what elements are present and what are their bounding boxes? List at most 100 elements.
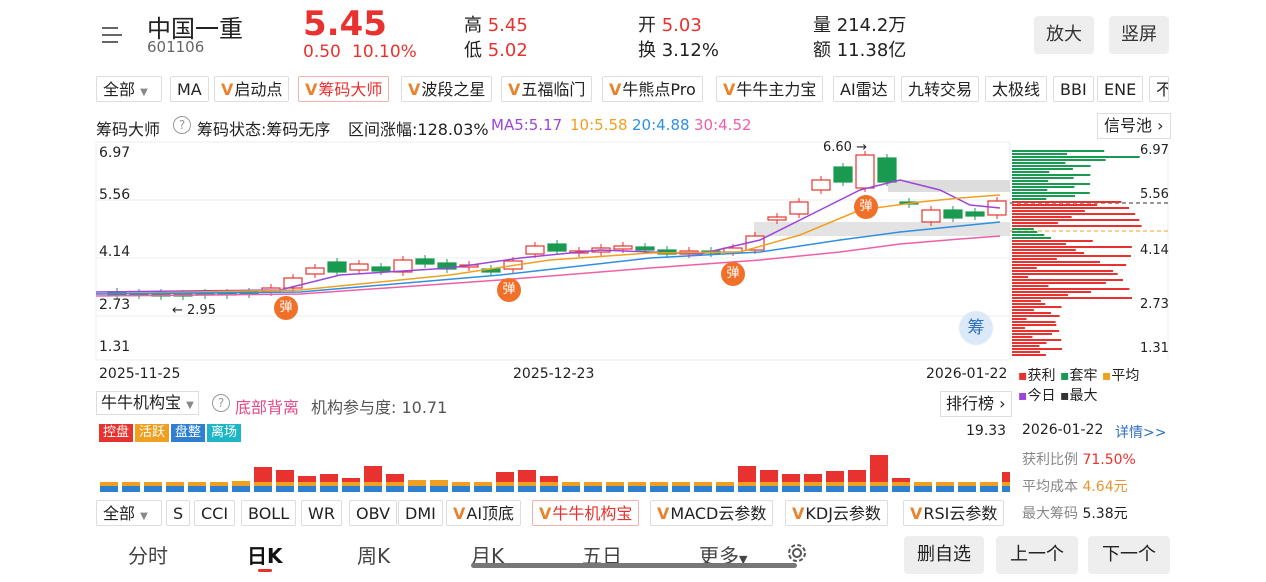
chip-bar xyxy=(1012,288,1130,290)
ma-line-2 xyxy=(95,221,1001,295)
tab-ai-radar[interactable]: AI雷达 xyxy=(833,76,895,102)
previous-stock-button[interactable]: 上一个 xyxy=(996,536,1078,574)
tab-intraday[interactable]: 分时 xyxy=(128,544,168,568)
institution-bar-base xyxy=(738,486,756,492)
chip-bar xyxy=(1012,165,1091,167)
institution-bar-mid xyxy=(144,482,162,486)
institution-bar-base xyxy=(210,486,228,492)
tab-wr[interactable]: WR xyxy=(301,500,342,526)
chip-bar xyxy=(1012,342,1047,344)
rank-button[interactable]: 排行榜 › xyxy=(940,391,1012,417)
institution-bar-mid xyxy=(804,482,822,486)
tab-qidongdian[interactable]: V启动点 xyxy=(214,76,290,102)
tab-cci[interactable]: CCI xyxy=(194,500,236,526)
menu-icon[interactable] xyxy=(100,24,124,46)
range-change: 区间涨幅:128.03% xyxy=(348,116,489,140)
right-tick: 5.56 xyxy=(1140,187,1169,202)
chip-bar xyxy=(1012,162,1066,164)
detail-link[interactable]: 详情>> xyxy=(1115,425,1167,441)
tab-label: 牛牛机构宝 xyxy=(552,504,633,523)
ma-line-3 xyxy=(95,235,1001,297)
high-label: 高 xyxy=(464,15,482,36)
bounce-signal[interactable]: 弹 xyxy=(721,262,745,286)
chip-bar xyxy=(1012,333,1052,335)
tab-weekly-k[interactable]: 周K xyxy=(357,544,391,568)
sub-indicator-select[interactable]: 牛牛机构宝 ▼ xyxy=(96,391,199,415)
v-icon: V xyxy=(305,80,318,99)
chip-bar xyxy=(1012,285,1049,287)
chip-bar xyxy=(1012,312,1051,314)
institution-bar-mid xyxy=(958,482,976,486)
chip-distribution xyxy=(1012,150,1142,356)
ma10-value: 10:5.58 xyxy=(570,116,628,134)
tab-daily-k[interactable]: 日K xyxy=(247,544,283,568)
zoom-button[interactable]: 放大 xyxy=(1034,16,1094,54)
institution-bar-base xyxy=(628,486,646,492)
tab-jiuzhuan[interactable]: 九转交易 xyxy=(901,76,980,102)
institution-bar-base xyxy=(144,486,162,492)
turnover-row: 换 3.12% xyxy=(638,36,719,62)
tab-niuxiong[interactable]: V牛熊点Pro xyxy=(602,76,703,102)
tab-boll[interactable]: BOLL xyxy=(241,500,297,526)
institution-bar-base xyxy=(518,486,536,492)
kline-chart[interactable] xyxy=(0,140,1266,390)
help-icon[interactable]: ? xyxy=(173,116,191,134)
tab-dmi[interactable]: DMI xyxy=(398,500,443,526)
tab-label: 牛熊点Pro xyxy=(622,80,696,99)
tab-chouma-dashi[interactable]: V筹码大师 xyxy=(298,76,390,102)
tab-s[interactable]: S xyxy=(166,500,191,526)
institution-bar-base xyxy=(562,486,580,492)
institution-bar-mid xyxy=(232,482,250,486)
chip-bar xyxy=(1012,240,1093,242)
institution-bar-mid xyxy=(518,482,536,486)
remove-favorite-button[interactable]: 删自选 xyxy=(904,536,984,574)
signal-pool-button[interactable]: 信号池 › xyxy=(1097,113,1171,139)
tab-rsi-cloud[interactable]: VRSI云参数 xyxy=(903,500,1005,526)
settings-icon[interactable] xyxy=(786,542,808,564)
chip-bar xyxy=(1012,318,1027,320)
chip-bar xyxy=(1012,252,1085,254)
institution-bar-base xyxy=(452,486,470,492)
tab-taiji[interactable]: 太极线 xyxy=(985,76,1048,102)
next-stock-button[interactable]: 下一个 xyxy=(1088,536,1170,574)
institution-bar-mid xyxy=(364,482,382,486)
bounce-signal[interactable]: 弹 xyxy=(274,296,298,320)
tab-obv[interactable]: OBV xyxy=(349,500,398,526)
institution-bar-base xyxy=(298,486,316,492)
bottom-all-dropdown[interactable]: 全部 ▼ xyxy=(96,500,162,526)
help-icon[interactable]: ? xyxy=(212,394,230,412)
tab-label: OBV xyxy=(356,504,391,523)
tab-label: 筹码大师 xyxy=(318,80,383,99)
right-tick: 2.73 xyxy=(1140,297,1169,312)
tab-zhulibao[interactable]: V牛牛主力宝 xyxy=(716,76,824,102)
candle xyxy=(921,209,941,223)
tab-macd-cloud[interactable]: VMACD云参数 xyxy=(650,500,774,526)
chip-toggle-button[interactable]: 筹 xyxy=(959,311,993,345)
tab-ma[interactable]: MA xyxy=(170,76,209,102)
tab-label: BBI xyxy=(1060,80,1087,99)
dropdown-caret-icon: ▼ xyxy=(140,511,148,522)
tab-institution-bao[interactable]: V牛牛机构宝 xyxy=(532,500,640,526)
tab-ai-top-bottom[interactable]: VAI顶底 xyxy=(446,500,522,526)
bounce-signal[interactable]: 弹 xyxy=(854,195,878,219)
avg-value: 4.64元 xyxy=(1082,479,1128,495)
legend-average: 平均 xyxy=(1111,368,1140,384)
candle xyxy=(789,201,809,215)
v-icon: V xyxy=(723,80,736,99)
tab-bbi[interactable]: BBI xyxy=(1053,76,1094,102)
indicator-all-dropdown[interactable]: 全部 ▼ xyxy=(96,76,162,102)
y-tick: 5.56 xyxy=(99,187,131,203)
ma20-value: 20:4.88 xyxy=(632,116,690,134)
chip-bar xyxy=(1012,306,1062,308)
amount-row: 额 11.38亿 xyxy=(813,36,906,62)
tab-ene[interactable]: ENE xyxy=(1097,76,1144,102)
tab-more[interactable]: 不 xyxy=(1149,76,1169,102)
bounce-signal[interactable]: 弹 xyxy=(497,278,521,302)
tab-kdj-cloud[interactable]: VKDJ云参数 xyxy=(785,500,888,526)
ma-line-1 xyxy=(95,194,1001,295)
tab-wufu[interactable]: V五福临门 xyxy=(501,76,593,102)
portrait-button[interactable]: 竖屏 xyxy=(1109,16,1169,54)
candle xyxy=(635,246,655,251)
institution-bar-base xyxy=(848,486,866,492)
tab-boduan[interactable]: V波段之星 xyxy=(401,76,493,102)
